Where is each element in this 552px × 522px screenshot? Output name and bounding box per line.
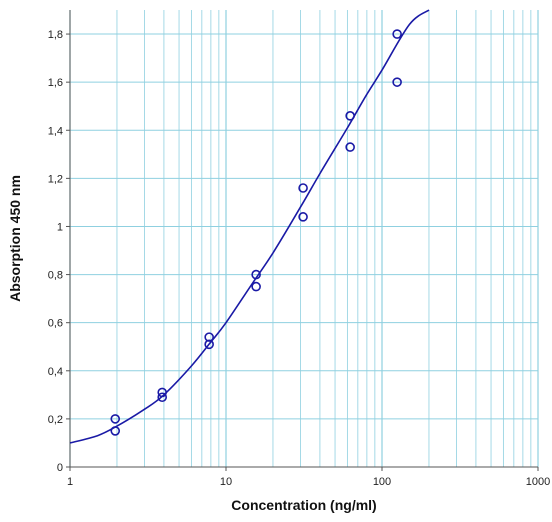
y-tick-label: 0 (57, 462, 63, 474)
data-point (392, 29, 402, 39)
y-tick-label: 1 (57, 221, 63, 233)
data-point (110, 414, 121, 424)
y-tick-label: 1,8 (48, 29, 63, 41)
data-point (204, 339, 214, 350)
data-point (345, 111, 355, 121)
data-point (392, 77, 402, 87)
axes (66, 10, 539, 471)
data-point (157, 392, 168, 403)
x-tick-label: 10 (220, 476, 232, 488)
grid (69, 10, 539, 467)
tick-labels: 0 0,2 0,4 0,6 0,8 1 1,2 1,4 1,6 1,8 1 10 100 1000 (48, 29, 551, 488)
y-axis-title: Absorption 450 nm (7, 175, 23, 302)
y-tick-label: 0,6 (48, 318, 63, 330)
y-tick-label: 0,2 (48, 414, 63, 426)
fit-curve-group (69, 9, 430, 444)
y-tick-label: 0,8 (48, 270, 63, 282)
y-tick-label: 1,2 (48, 173, 63, 185)
data-point (298, 183, 308, 193)
x-axis-title: Concentration (ng/ml) (231, 497, 376, 513)
data-point (298, 212, 308, 222)
fit-curve (69, 9, 430, 444)
data-point (110, 426, 121, 436)
y-tick-label: 1,4 (48, 125, 63, 137)
data-point (251, 281, 261, 292)
x-tick-label: 1 (67, 476, 73, 488)
data-points (110, 29, 402, 436)
data-point (251, 269, 261, 280)
y-tick-label: 0,4 (48, 366, 63, 378)
x-tick-label: 1000 (526, 476, 550, 488)
y-tick-label: 1,6 (48, 77, 63, 89)
data-point (345, 142, 355, 152)
x-tick-label: 100 (373, 476, 391, 488)
data-point (157, 387, 168, 398)
